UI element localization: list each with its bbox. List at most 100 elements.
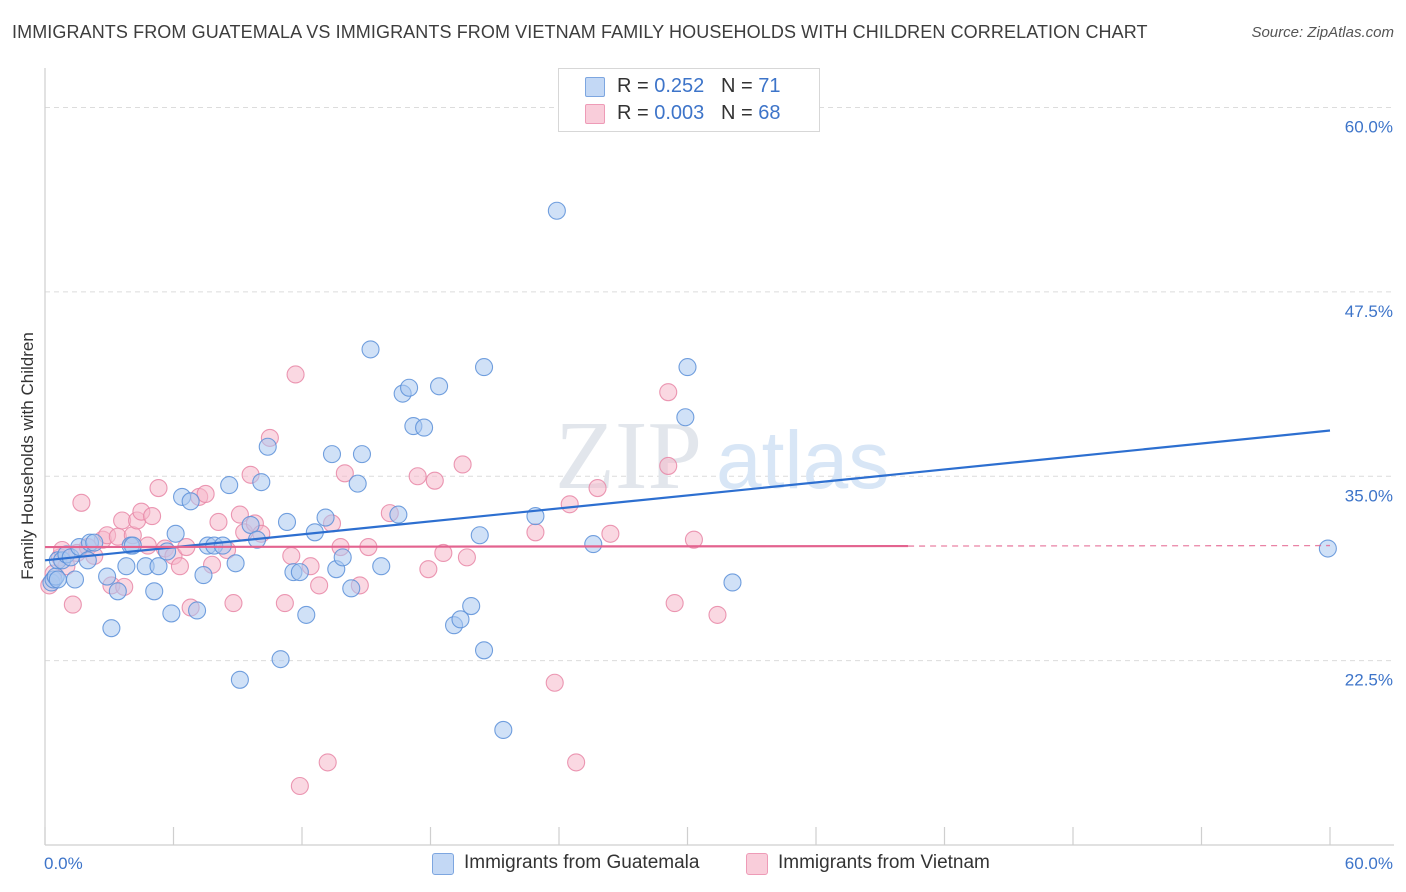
vietnam-point (72, 493, 91, 512)
guatemala-point (361, 340, 380, 359)
vietnam-swatch (585, 104, 605, 124)
guatemala-point (297, 605, 316, 624)
guatemala-point (430, 377, 449, 396)
guatemala-point (277, 512, 297, 532)
vietnam-point (708, 605, 727, 624)
guatemala-point (462, 596, 481, 616)
guatemala-legend-swatch (432, 853, 454, 875)
vietnam-point (335, 464, 354, 483)
guatemala-point (258, 437, 277, 456)
guatemala-point (271, 650, 290, 669)
tick-labels: 22.5% 35.0% 47.5% 60.0% 0.0% 60.0% (44, 118, 1393, 874)
guatemala-point (220, 476, 239, 495)
guatemala-point (194, 566, 213, 585)
vietnam-point (684, 530, 703, 549)
vietnam-point (659, 383, 678, 402)
vietnam-point (318, 753, 337, 772)
vietnam-point (601, 524, 620, 543)
n-label: N = (720, 102, 759, 124)
y-axis-label: Family Households with Children (18, 332, 37, 580)
guatemala-point (252, 473, 271, 492)
guatemala-point (230, 670, 249, 689)
vietnam-point (665, 594, 684, 613)
vietnam-legend-label: Immigrants from Vietnam (778, 852, 990, 873)
vietnam-point (286, 365, 305, 384)
r-label: R = (617, 102, 655, 124)
x-tick-label: 60.0% (1345, 854, 1393, 873)
vietnam-point (457, 548, 476, 567)
trend-lines (44, 429, 1331, 562)
guatemala-point (108, 582, 127, 601)
x-tick-label: 0.0% (44, 854, 83, 873)
guatemala-point (65, 570, 85, 589)
guatemala-point (213, 536, 232, 555)
guatemala-trend-line (44, 429, 1331, 562)
chart-title: IMMIGRANTS FROM GUATEMALA VS IMMIGRANTS … (12, 22, 1148, 42)
guatemala-point (474, 641, 494, 660)
y-tick-label: 22.5% (1345, 671, 1393, 690)
guatemala-point (316, 508, 335, 527)
y-tick-label: 47.5% (1345, 302, 1393, 321)
correlation-legend: R = 0.252 N = 71 R = 0.003 N = 68 (558, 68, 820, 132)
guatemala-point (149, 557, 168, 576)
vietnam-point (659, 456, 678, 475)
vietnam-point (310, 576, 329, 595)
n-value-vietnam: 68 (758, 102, 781, 124)
vietnam-point (196, 484, 215, 504)
vietnam-point (149, 478, 168, 498)
vietnam-point (588, 478, 607, 498)
y-tick-label: 35.0% (1345, 486, 1393, 505)
guatemala-point (333, 548, 352, 567)
vietnam-point (545, 673, 564, 692)
guatemala-point (162, 604, 181, 623)
guatemala-point (342, 579, 361, 598)
n-label: N = (720, 75, 759, 97)
guatemala-point (474, 358, 494, 377)
vietnam-point (434, 543, 453, 563)
axes (44, 68, 1394, 846)
watermark: ZIP atlas (555, 402, 889, 510)
guatemala-point (451, 610, 470, 629)
guatemala-point (415, 418, 434, 437)
r-label: R = (617, 75, 655, 97)
grid-lines (45, 107, 1394, 662)
guatemala-point (547, 201, 566, 220)
guatemala-point (102, 619, 121, 638)
guatemala-point (181, 492, 200, 511)
guatemala-point (98, 567, 117, 586)
vietnam-point (290, 776, 309, 796)
guatemala-point (226, 554, 245, 573)
guatemala-point (678, 358, 697, 377)
vietnam-point (282, 546, 301, 565)
guatemala-point (494, 720, 513, 740)
vietnam-point (209, 512, 228, 532)
vietnam-point (408, 467, 427, 486)
legend-text-vietnam: R = 0.003 N = 68 (617, 102, 780, 125)
vietnam-trend-line (44, 544, 909, 549)
r-value-guatemala: 0.252 (654, 75, 705, 97)
vietnam-point (63, 595, 82, 614)
vietnam-point (453, 455, 472, 474)
guatemala-point (676, 408, 695, 427)
guatemala-point (352, 445, 372, 464)
guatemala-point (85, 533, 104, 552)
guatemala-point (372, 557, 391, 576)
guatemala-point (723, 573, 742, 592)
vietnam-point (143, 507, 162, 526)
y-tick-label: 60.0% (1345, 118, 1393, 137)
source-label: Source: ZipAtlas.com (1251, 24, 1394, 41)
guatemala-point (290, 563, 309, 582)
guatemala-point (188, 601, 207, 620)
guatemala-point (158, 542, 177, 561)
legend-text-guatemala: R = 0.252 N = 71 (617, 75, 780, 98)
vietnam-points (40, 365, 727, 796)
vietnam-point (419, 560, 438, 579)
guatemala-legend-label: Immigrants from Guatemala (464, 852, 700, 873)
guatemala-point (1318, 539, 1337, 558)
vietnam-legend-swatch (746, 853, 768, 875)
guatemala-point (48, 570, 67, 589)
watermark-atlas: atlas (716, 415, 889, 506)
guatemala-point (400, 378, 419, 397)
guatemala-swatch (585, 77, 605, 97)
